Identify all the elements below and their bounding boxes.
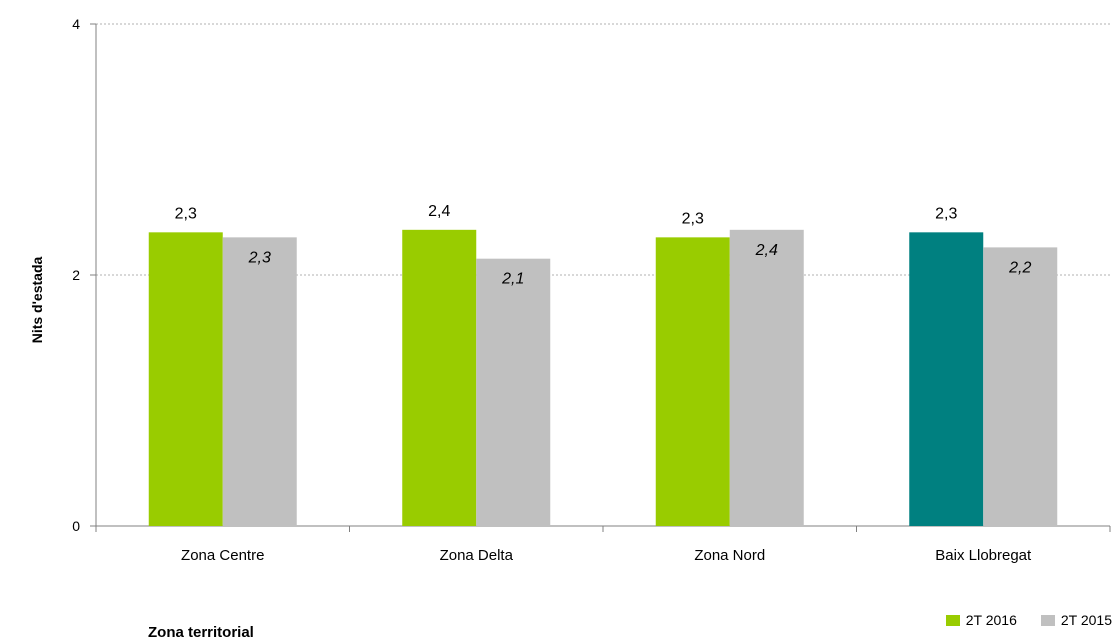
data-label: 2,4 <box>428 203 450 220</box>
y-tick-label: 4 <box>72 16 80 32</box>
bar <box>402 229 477 526</box>
data-label: 2,3 <box>175 205 197 222</box>
legend-label: 2T 2015 <box>1060 612 1112 628</box>
data-label: 2,1 <box>501 271 524 288</box>
x-tick-label: Baix Llobregat <box>935 547 1032 564</box>
axes: 0 2 4 Zona Centre Zona Delta Zona Nord Baix Ll… <box>72 16 1111 564</box>
legend-swatch <box>1040 614 1055 626</box>
data-label: 2,3 <box>248 249 271 266</box>
bar <box>222 237 297 526</box>
x-tick-label: Zona Nord <box>694 547 765 564</box>
data-label: 2,3 <box>935 205 957 222</box>
legend-swatch <box>945 614 960 626</box>
legend-label: 2T 2016 <box>965 612 1017 628</box>
data-label: 2,4 <box>755 242 778 259</box>
bar <box>909 232 984 526</box>
data-label: 2,2 <box>1008 259 1031 276</box>
legend-item-2015: 2T 2015 <box>1040 612 1112 628</box>
x-axis-title: Zona territorial <box>148 624 254 641</box>
x-tick-label: Zona Delta <box>440 547 514 564</box>
x-tick-label: Zona Centre <box>181 547 264 564</box>
y-tick-label: 0 <box>72 518 80 534</box>
y-axis-title: Nits d'estada <box>29 256 45 343</box>
legend-item-2016: 2T 2016 <box>945 612 1017 628</box>
bar <box>148 232 223 526</box>
bars <box>148 229 1058 526</box>
y-tick-label: 2 <box>72 267 80 283</box>
data-labels: 2,3 2,3 2,4 2,1 2,3 2,4 2,3 2,2 <box>175 203 1032 288</box>
legend: 2T 2016 2T 2015 <box>945 612 1112 628</box>
bar <box>476 258 551 526</box>
bar <box>983 247 1058 526</box>
bar <box>655 237 730 526</box>
bar <box>729 229 804 526</box>
data-label: 2,3 <box>682 210 704 227</box>
